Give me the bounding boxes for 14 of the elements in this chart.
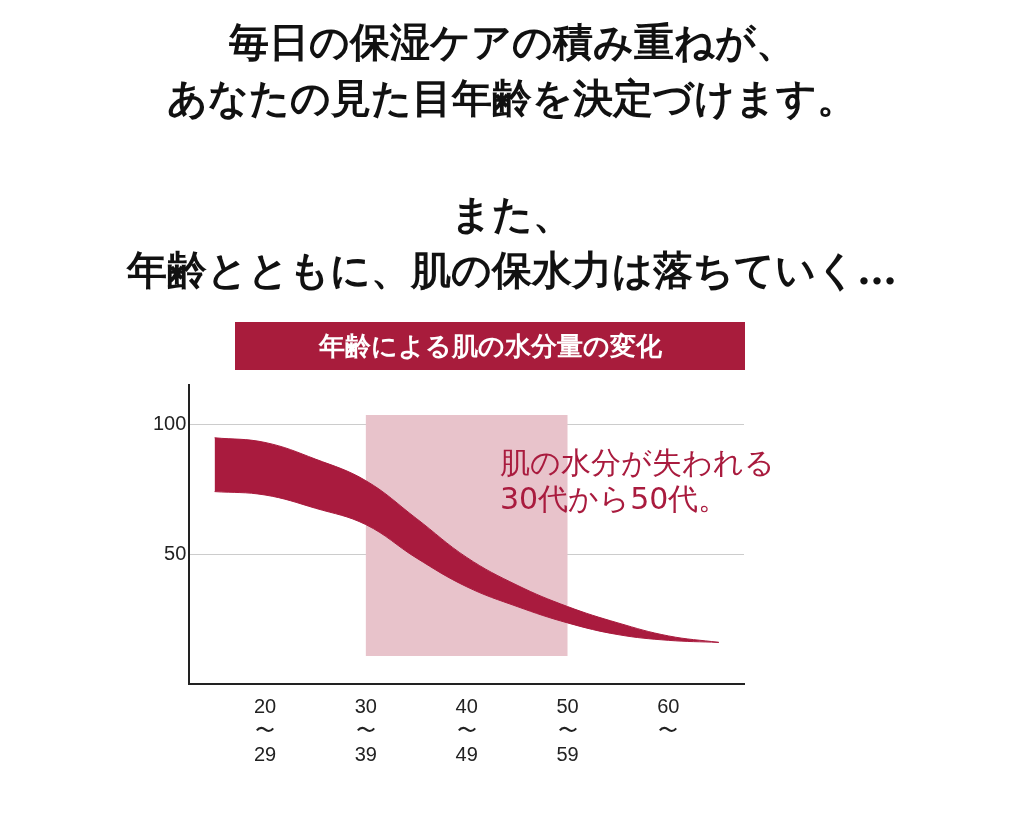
text: 年齢とともに、肌の保水力は落ちていく… (125, 245, 898, 295)
annotation: 肌の水分が失われる (499, 444, 775, 480)
annotation: 30代から50代。 (499, 480, 729, 516)
y-tick-label: 100 (152, 411, 187, 434)
text: また、 (450, 189, 574, 239)
x-tick-label: 30 〜 39 (354, 694, 377, 765)
text: 毎日の保湿ケアの積み重ねが、 (227, 17, 797, 67)
chart-title: 年齢による肌の水分量の変化 (235, 322, 745, 370)
x-tick-label: 20 〜 29 (253, 694, 277, 765)
x-tick-label: 60 〜 (657, 694, 680, 741)
x-tick-label: 50 〜 59 (556, 694, 579, 765)
y-tick-label: 50 (164, 541, 187, 564)
x-tick-label: 40 〜 49 (455, 694, 478, 765)
text: あなたの見た目年齢を決定づけます。 (166, 73, 858, 123)
